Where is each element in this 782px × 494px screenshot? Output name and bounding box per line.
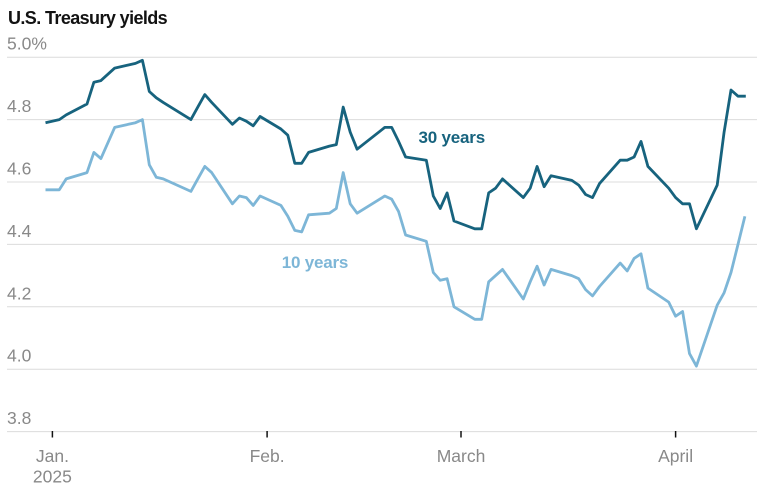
svg-text:2025: 2025 (33, 467, 72, 487)
svg-text:April: April (658, 446, 693, 466)
svg-text:4.6: 4.6 (7, 159, 31, 179)
svg-text:10 years: 10 years (282, 253, 348, 272)
svg-text:U.S. Treasury yields: U.S. Treasury yields (8, 8, 168, 28)
svg-text:Jan.: Jan. (36, 446, 69, 466)
svg-text:4.2: 4.2 (7, 283, 31, 303)
svg-text:4.8: 4.8 (7, 96, 31, 116)
svg-text:March: March (437, 446, 486, 466)
svg-text:5.0%: 5.0% (7, 34, 47, 54)
svg-text:Feb.: Feb. (250, 446, 285, 466)
svg-text:4.4: 4.4 (7, 221, 32, 241)
svg-text:4.0: 4.0 (7, 346, 32, 366)
svg-text:30 years: 30 years (419, 128, 485, 147)
svg-text:3.8: 3.8 (7, 408, 31, 428)
